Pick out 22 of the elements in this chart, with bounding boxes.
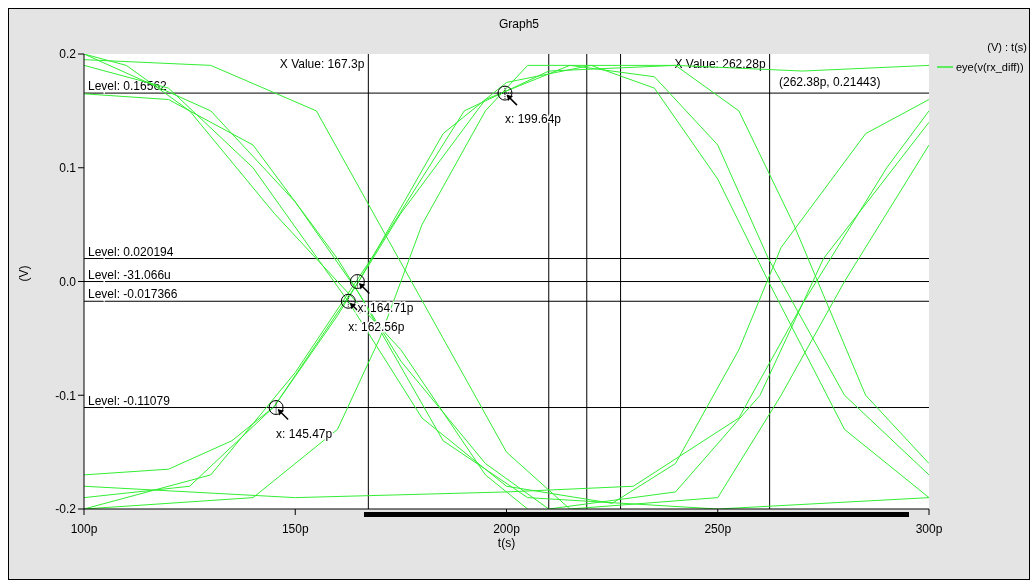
x-tick-label: 200p: [493, 521, 521, 536]
chart-title: Graph5: [498, 17, 540, 31]
y-tick-label: -0.1: [55, 388, 77, 403]
ref-line-label: Level: -0.11079: [88, 393, 171, 408]
annotation: (262.38p, 0.21443): [779, 75, 881, 89]
x-axis-title: t(s): [497, 536, 516, 550]
x-tick-label: 250p: [704, 521, 732, 536]
x-tick-label: 100p: [70, 521, 98, 536]
y-tick-label: 0.1: [59, 161, 77, 176]
y-tick-label: -0.2: [55, 502, 77, 517]
ref-line-label: X Value: 167.3p: [279, 57, 365, 71]
x-tick-label: 300p: [915, 521, 943, 536]
legend-label: eye(v(rx_diff)): [956, 61, 1024, 73]
y-tick-label: 0.2: [59, 47, 77, 62]
ref-line-label: Level: -0.017366: [88, 287, 178, 302]
legend-title: (V) : t(s): [986, 41, 1027, 53]
ref-line-label: Level: 0.020194: [88, 244, 174, 259]
y-axis-title: (V): [17, 265, 32, 282]
annotation: x: 145.47p: [276, 426, 333, 441]
x-tick-label: 150p: [281, 521, 309, 536]
ref-line-label: Level: -31.066u: [88, 267, 171, 282]
y-tick-label: 0.0: [59, 274, 77, 289]
